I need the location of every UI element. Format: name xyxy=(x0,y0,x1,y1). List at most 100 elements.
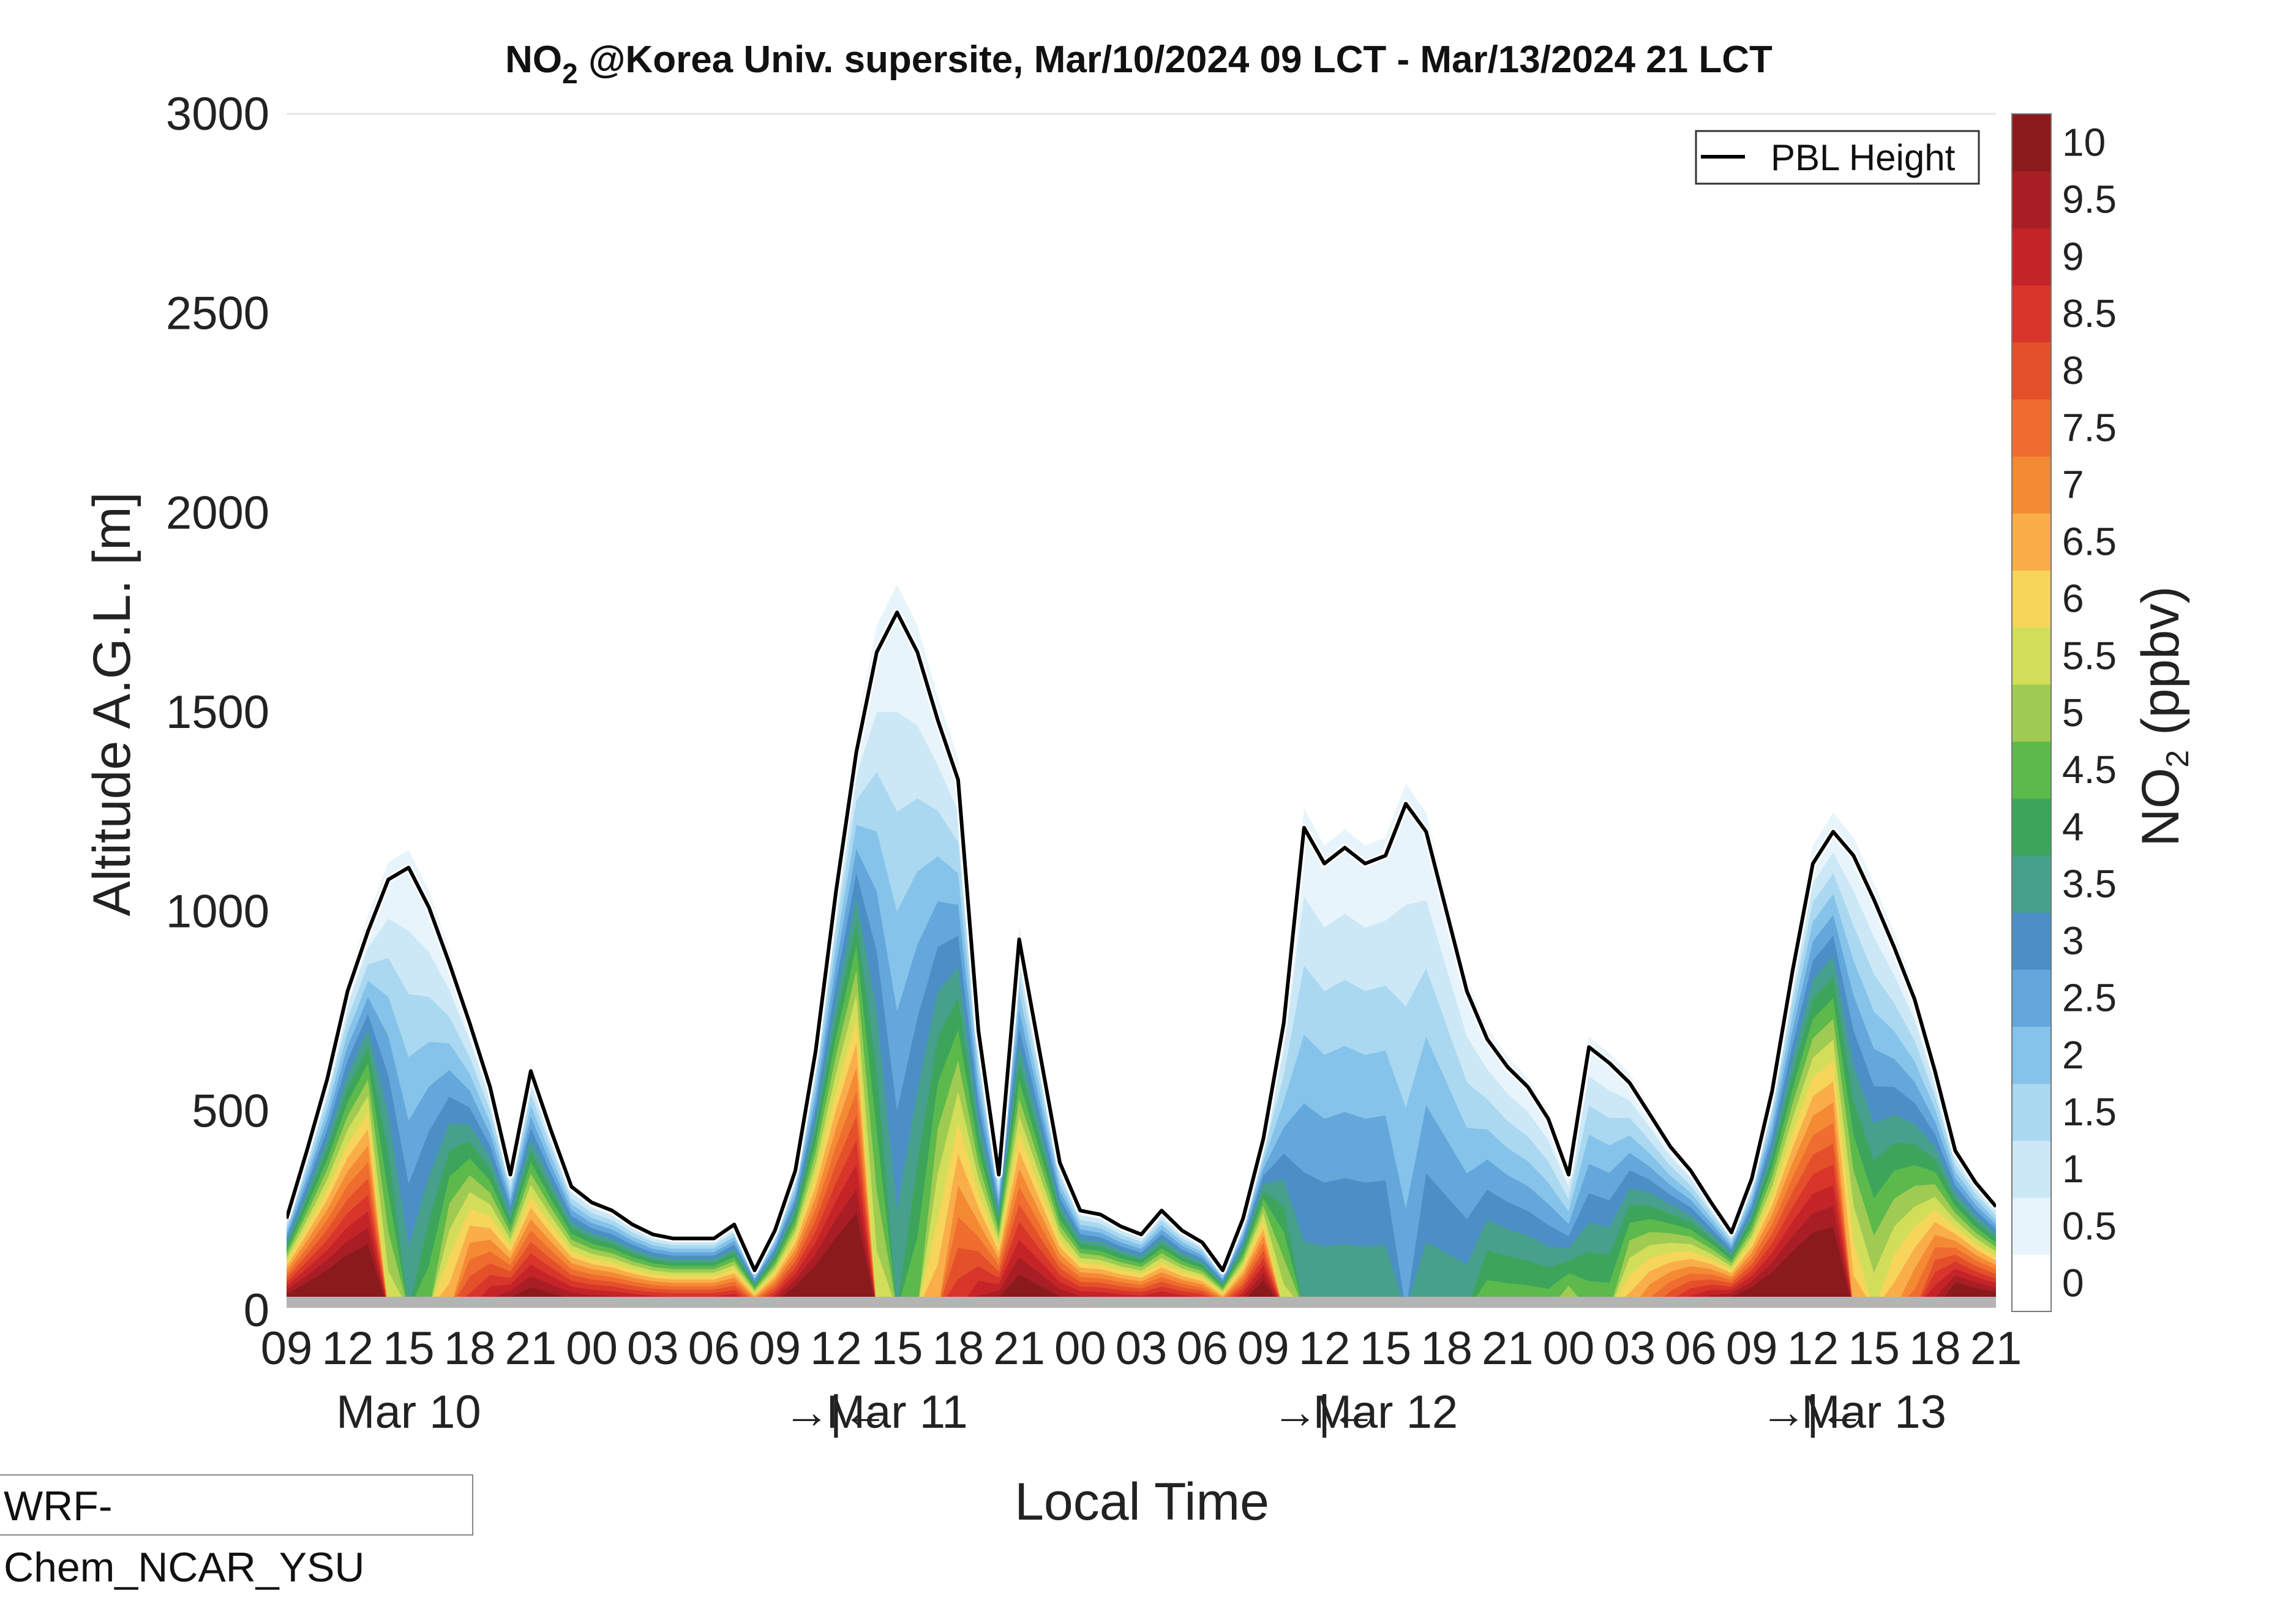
colorbar-segment xyxy=(2012,627,2051,685)
model-label: WRF-Chem_NCAR_YSU xyxy=(0,1474,473,1591)
y-tick-label: 1500 xyxy=(166,686,269,738)
colorbar-label: NO2 (ppbv) xyxy=(2131,586,2196,847)
y-tick-label: 3000 xyxy=(166,88,269,140)
colorbar-segment xyxy=(2012,1026,2051,1084)
colorbar-ticks: 0 0.5 1 1.5 2 2.5 3 3.5 4 4.5 5 5.5 6 6.5 7 7.5 8 8.5 9 9.5… xyxy=(2062,121,2117,1305)
legend-entry-pbl: PBL Height xyxy=(1771,137,1956,178)
y-tick-label: 2500 xyxy=(166,288,269,340)
colorbar-segment xyxy=(2012,456,2051,514)
x-tick-label: 03 xyxy=(1604,1322,1656,1375)
x-axis-ticks: 09 12 15 18 21 00 03 06 09 12 15 18 21 00 03 06 09 12 15 18… xyxy=(261,1322,2022,1375)
colorbar-segment xyxy=(2012,684,2051,742)
colorbar-segment xyxy=(2012,1140,2051,1198)
colorbar-tick-label: 2.5 xyxy=(2062,976,2117,1020)
colorbar-segment xyxy=(2012,912,2051,970)
x-tick-label: 09 xyxy=(1237,1322,1289,1375)
x-tick-label: 03 xyxy=(627,1322,679,1375)
colorbar-tick-label: 4 xyxy=(2062,805,2084,849)
colorbar-tick-label: 6 xyxy=(2062,577,2084,621)
x-tick-label: 00 xyxy=(1543,1322,1595,1375)
x-tick-label: 06 xyxy=(1176,1322,1228,1375)
colorbar-tick-label: 1 xyxy=(2062,1147,2084,1191)
x-tick-label: 09 xyxy=(261,1322,313,1375)
colorbar-tick-label: 8.5 xyxy=(2062,291,2117,336)
colorbar-tick-label: 6.5 xyxy=(2062,520,2117,564)
day-label: Mar 10 xyxy=(336,1386,481,1438)
no2-concentration-bands xyxy=(287,584,1996,1308)
colorbar-segment xyxy=(2012,1254,2051,1312)
x-tick-label: 18 xyxy=(444,1322,496,1375)
colorbar-segment xyxy=(2012,969,2051,1027)
colorbar-segment xyxy=(2012,798,2051,856)
y-axis-ticks: 0 500 1000 1500 2000 2500 3000 xyxy=(166,88,269,1337)
colorbar-segment xyxy=(2012,513,2051,571)
x-tick-label: 15 xyxy=(383,1322,435,1375)
plot-area xyxy=(287,584,1996,1308)
y-tick-label: 2000 xyxy=(166,487,269,539)
colorbar-tick-label: 0.5 xyxy=(2062,1204,2117,1248)
x-tick-label: 00 xyxy=(566,1322,618,1375)
colorbar-tick-label: 5.5 xyxy=(2062,634,2117,678)
x-tick-label: 09 xyxy=(1726,1322,1778,1375)
colorbar-frame xyxy=(2011,113,2052,1312)
colorbar-tick-label: 7 xyxy=(2062,462,2084,506)
x-tick-label: 15 xyxy=(1848,1322,1900,1375)
colorbar-tick-label: 7.5 xyxy=(2062,405,2117,449)
x-tick-label: 03 xyxy=(1116,1322,1168,1375)
colorbar-tick-label: 8 xyxy=(2062,348,2084,392)
y-tick-label: 1000 xyxy=(166,886,269,938)
colorbar-tick-label: 2 xyxy=(2062,1033,2084,1077)
x-tick-label: 12 xyxy=(1299,1322,1351,1375)
x-tick-label: 12 xyxy=(1787,1322,1839,1375)
no2-curtain-chart: NO2 @Korea Univ. supersite, Mar/10/2024 … xyxy=(83,39,2196,1531)
day-label: →|← xyxy=(1272,1386,1377,1438)
colorbar-segment xyxy=(2012,114,2051,171)
x-tick-label: 00 xyxy=(1054,1322,1106,1375)
pbl-height-line-core xyxy=(287,610,1996,1272)
colorbar-tick-label: 9.5 xyxy=(2062,178,2117,222)
x-tick-label: 12 xyxy=(810,1322,862,1375)
x-tick-label: 15 xyxy=(1360,1322,1412,1375)
colorbar-tick-label: 3 xyxy=(2062,919,2084,963)
colorbar-segment xyxy=(2012,741,2051,799)
x-tick-label: 21 xyxy=(1482,1322,1534,1375)
x-tick-label: 09 xyxy=(749,1322,801,1375)
colorbar-tick-label: 10 xyxy=(2062,121,2106,165)
day-label: Mar 11 xyxy=(827,1386,968,1438)
legend: PBL Height xyxy=(1695,130,1980,185)
x-axis-label: Local Time xyxy=(1015,1472,1269,1531)
colorbar-tick-label: 3.5 xyxy=(2062,861,2117,906)
colorbar xyxy=(2011,113,2052,1312)
day-label: →|← xyxy=(784,1386,889,1438)
colorbar-segment xyxy=(2012,570,2051,628)
chart-title: NO2 @Korea Univ. supersite, Mar/10/2024 … xyxy=(505,39,1773,89)
terrain-strip xyxy=(287,1297,1996,1308)
x-tick-label: 06 xyxy=(1665,1322,1717,1375)
colorbar-segment xyxy=(2012,285,2051,343)
colorbar-segment xyxy=(2012,399,2051,457)
colorbar-tick-label: 0 xyxy=(2062,1261,2084,1305)
colorbar-segment xyxy=(2012,1083,2051,1141)
colorbar-tick-label: 9 xyxy=(2062,234,2084,279)
x-axis-day-labels: Mar 10 →|←Mar 11 →|←Mar 12 →|←Mar 13 xyxy=(336,1386,1946,1438)
x-tick-label: 21 xyxy=(993,1322,1045,1375)
x-tick-label: 15 xyxy=(871,1322,923,1375)
x-tick-label: 18 xyxy=(1909,1322,1961,1375)
x-tick-label: 06 xyxy=(688,1322,740,1375)
x-tick-label: 21 xyxy=(1970,1322,2022,1375)
colorbar-segment xyxy=(2012,855,2051,913)
day-label: →|← xyxy=(1760,1386,1866,1438)
day-label: Mar 12 xyxy=(1313,1386,1458,1438)
x-tick-label: 21 xyxy=(505,1322,557,1375)
colorbar-segment xyxy=(2012,228,2051,286)
colorbar-tick-label: 5 xyxy=(2062,691,2084,735)
y-tick-label: 0 xyxy=(244,1285,269,1337)
x-tick-label: 18 xyxy=(932,1322,985,1375)
x-tick-label: 12 xyxy=(321,1322,373,1375)
y-tick-label: 500 xyxy=(192,1085,269,1137)
colorbar-tick-label: 1.5 xyxy=(2062,1090,2117,1134)
colorbar-segment xyxy=(2012,171,2051,229)
y-axis-label: Altitude A.G.L. [m] xyxy=(83,492,141,916)
colorbar-segment xyxy=(2012,342,2051,400)
x-tick-label: 18 xyxy=(1420,1322,1473,1375)
